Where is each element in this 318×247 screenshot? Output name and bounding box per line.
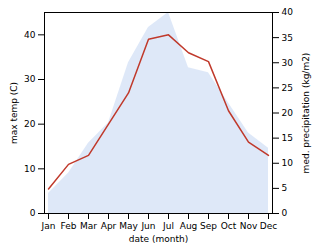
svg-text:Mar: Mar [80, 221, 97, 231]
svg-text:5: 5 [282, 183, 288, 193]
svg-text:Sep: Sep [200, 221, 217, 231]
svg-text:10: 10 [282, 158, 294, 168]
svg-text:Feb: Feb [61, 221, 77, 231]
svg-text:25: 25 [282, 83, 293, 93]
svg-text:40: 40 [282, 7, 294, 17]
svg-text:Oct: Oct [221, 221, 237, 231]
svg-text:Jun: Jun [140, 221, 155, 231]
svg-text:Nov: Nov [240, 221, 258, 231]
svg-text:Aug: Aug [180, 221, 198, 231]
svg-text:date (month): date (month) [129, 234, 188, 244]
svg-text:Jan: Jan [41, 221, 56, 231]
svg-text:Dec: Dec [260, 221, 277, 231]
svg-text:35: 35 [282, 33, 293, 43]
svg-text:10: 10 [24, 164, 36, 174]
svg-text:0: 0 [282, 208, 288, 218]
svg-text:30: 30 [282, 58, 294, 68]
svg-text:Apr: Apr [101, 221, 117, 231]
svg-text:20: 20 [282, 108, 294, 118]
svg-text:0: 0 [30, 208, 36, 218]
svg-text:40: 40 [24, 30, 36, 40]
svg-text:30: 30 [24, 74, 36, 84]
svg-text:Jul: Jul [162, 221, 174, 231]
svg-text:May: May [119, 221, 138, 231]
svg-text:med. precipitation (kg/m2): med. precipitation (kg/m2) [301, 53, 311, 174]
svg-text:max temp (C): max temp (C) [9, 82, 19, 144]
svg-text:15: 15 [282, 133, 293, 143]
svg-text:20: 20 [24, 119, 36, 129]
